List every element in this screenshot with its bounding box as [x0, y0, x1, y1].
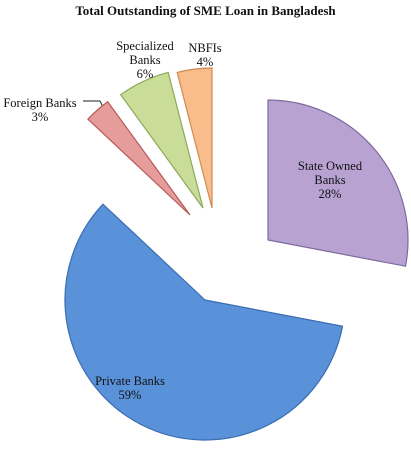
slice-label: Private Banks 59%	[70, 374, 190, 402]
pie-slice	[267, 99, 409, 267]
slice-name: Private Banks	[95, 374, 165, 388]
pie-slice	[87, 100, 191, 216]
slice-name: NBFIs	[188, 41, 222, 55]
pie-slice	[119, 71, 204, 209]
chart-title: Total Outstanding of SME Loan in Banglad…	[75, 3, 336, 18]
slice-label: State Owned Banks 28%	[283, 159, 378, 201]
slice-label: NBFIs 4%	[180, 41, 230, 69]
slice-value: 6%	[136, 67, 154, 81]
slice-label: Specialized Banks 6%	[105, 39, 185, 81]
slice-label: Foreign Banks 3%	[0, 96, 90, 124]
slice-value: 28%	[318, 187, 342, 201]
slice-name: State Owned Banks	[297, 159, 363, 187]
slice-name: Foreign Banks	[3, 96, 77, 110]
slice-value: 4%	[196, 55, 214, 69]
slice-value: 3%	[31, 110, 49, 124]
pie-slice	[176, 67, 213, 209]
slice-value: 59%	[118, 388, 142, 402]
slice-name: Specialized Banks	[116, 39, 174, 67]
pie-slice	[64, 203, 344, 441]
